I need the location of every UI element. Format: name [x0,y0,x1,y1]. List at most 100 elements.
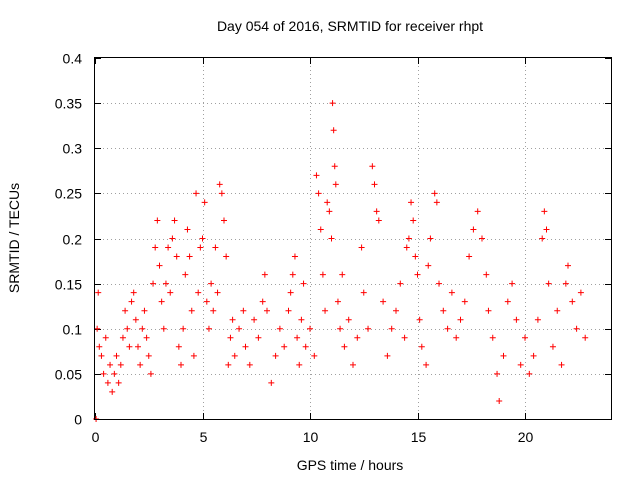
data-point [371,181,378,188]
data-point [412,253,419,260]
data-point [380,298,387,305]
data-point [405,235,412,242]
data-point [193,190,200,197]
data-point [231,352,238,359]
data-point [393,307,399,314]
data-point [466,253,473,260]
data-point [418,343,425,350]
data-point [302,343,309,350]
data-point [311,352,318,359]
data-point [517,361,524,368]
data-point [509,280,516,287]
data-point [145,352,152,359]
data-point [440,307,447,314]
data-point [577,289,584,296]
data-point [190,352,197,359]
data-point [221,217,227,224]
data-point [169,235,176,242]
data-point [341,343,348,350]
data-point [147,370,154,377]
x-tick-label: 5 [200,429,208,445]
data-point [558,361,565,368]
data-point [158,298,165,305]
y-tick-labels: 0 0.05 0.1 0.15 0.2 0.25 0.3 0.35 0.4 [55,51,82,428]
data-point [461,298,468,305]
data-point [139,325,146,332]
data-point [403,244,410,251]
data-point [160,325,167,332]
data-point [246,361,253,368]
data-point [425,262,432,269]
data-point [483,271,490,278]
data-point [416,316,423,323]
data-point [276,325,283,332]
data-point [229,316,236,323]
data-point [582,334,589,341]
data-point [117,361,124,368]
data-point [485,307,492,314]
data-point [289,271,296,278]
y-tick-label: 0.35 [55,96,82,112]
x-axis-title: GPS time / hours [297,457,404,473]
data-point [334,298,341,305]
data-point [388,325,395,332]
data-point [95,289,102,296]
data-point [154,217,161,224]
data-point [489,334,496,341]
data-point [296,361,303,368]
data-point [539,235,546,242]
data-point [152,244,159,251]
data-point [261,271,268,278]
data-point [500,352,507,359]
data-point [300,280,307,287]
data-point [479,235,485,242]
y-tick-label: 0.2 [63,232,83,248]
data-point [554,307,561,314]
data-point [165,244,172,251]
data-point [526,370,533,377]
data-point [565,262,571,269]
data-point [175,343,182,350]
data-point [203,298,210,305]
y-tick-label: 0.3 [63,141,83,157]
data-point [436,280,442,287]
data-point [272,352,279,359]
data-point [98,352,105,359]
data-point [328,235,335,242]
data-point [242,343,249,350]
data-point [326,208,333,215]
data-point [216,181,223,188]
data-point [315,190,322,197]
data-point [569,298,576,305]
data-point [522,334,528,341]
data-point [130,289,137,296]
data-point [373,208,380,215]
data-point [287,289,294,296]
data-point [470,226,477,233]
data-point [433,199,440,206]
data-point [210,307,217,314]
y-tick-label: 0.15 [55,277,82,293]
data-point [102,334,109,341]
data-point [496,397,503,404]
data-point [135,343,141,350]
data-point [150,280,157,287]
data-point [111,370,118,377]
data-point [504,298,511,305]
data-point [109,388,116,395]
data-point [384,352,391,359]
data-point [322,307,329,314]
data-point [330,127,337,134]
data-point [474,208,481,215]
data-point [141,307,148,314]
data-point [375,217,382,224]
data-point [324,199,331,206]
data-point [408,199,415,206]
data-point [448,289,455,296]
data-point [259,298,266,305]
data-point [178,361,184,368]
data-point [358,244,365,251]
data-point [457,316,464,323]
data-point [143,334,150,341]
data-point [268,379,275,386]
